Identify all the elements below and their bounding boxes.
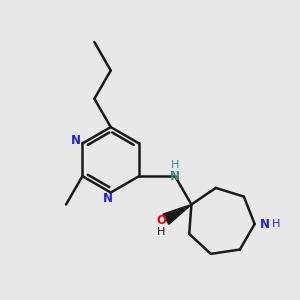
Text: H: H [157, 227, 165, 237]
Text: N: N [71, 134, 81, 147]
Text: N: N [170, 170, 180, 183]
Text: H: H [171, 160, 179, 170]
Polygon shape [163, 205, 191, 224]
Text: N: N [103, 192, 113, 206]
Text: O: O [156, 214, 166, 227]
Text: H: H [272, 219, 280, 229]
Text: N: N [260, 218, 269, 230]
